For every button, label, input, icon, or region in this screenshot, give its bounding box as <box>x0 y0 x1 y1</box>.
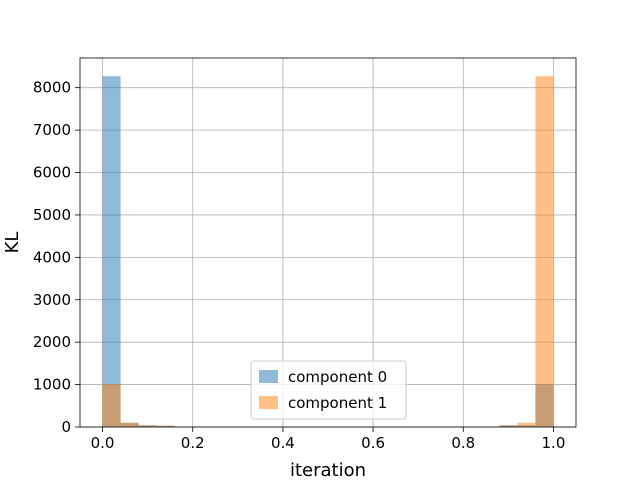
bar-series-1-bin-2 <box>138 425 157 427</box>
legend-box <box>250 360 407 420</box>
bar-series-0-bin-0 <box>102 76 121 428</box>
y-tick-label-4: 4000 <box>33 248 71 266</box>
y-tick-label-7: 7000 <box>33 121 71 139</box>
bar-series-1-bin-3 <box>156 425 175 427</box>
bar-series-1-bin-22 <box>499 425 518 427</box>
y-tick-label-2: 2000 <box>33 333 71 351</box>
x-tick-label-3: 0.6 <box>361 434 385 452</box>
axis-ticks: 0.0 0.2 0.4 0.6 0.8 1.0 0 1000 2000 3000 4000 5000 6… <box>33 79 566 452</box>
bar-series-1-bin-23 <box>517 422 536 427</box>
y-tick-label-8: 8000 <box>33 79 71 97</box>
legend-swatch-component-1 <box>259 396 278 409</box>
x-tick-label-5: 1.0 <box>542 434 566 452</box>
x-tick-label-4: 0.8 <box>451 434 475 452</box>
legend-swatch-component-0 <box>259 370 278 383</box>
legend: component 0 component 1 <box>250 360 407 420</box>
y-axis-label: KL <box>2 232 23 254</box>
legend-label-component-1: component 1 <box>288 394 387 412</box>
bar-series-1-bin-0 <box>102 384 121 427</box>
bar-series-1-bin-24 <box>535 76 554 428</box>
x-tick-label-2: 0.4 <box>271 434 295 452</box>
x-axis-label: iteration <box>290 460 366 480</box>
legend-label-component-0: component 0 <box>288 368 387 386</box>
x-tick-label-1: 0.2 <box>181 434 205 452</box>
bar-series-1-bin-1 <box>120 422 139 427</box>
y-tick-label-3: 3000 <box>33 291 71 309</box>
plot-frame <box>79 57 577 428</box>
y-tick-label-5: 5000 <box>33 206 71 224</box>
y-tick-label-0: 0 <box>61 418 71 436</box>
y-tick-label-6: 6000 <box>33 164 71 182</box>
y-tick-label-1: 1000 <box>33 376 71 394</box>
x-tick-label-0: 0.0 <box>91 434 115 452</box>
